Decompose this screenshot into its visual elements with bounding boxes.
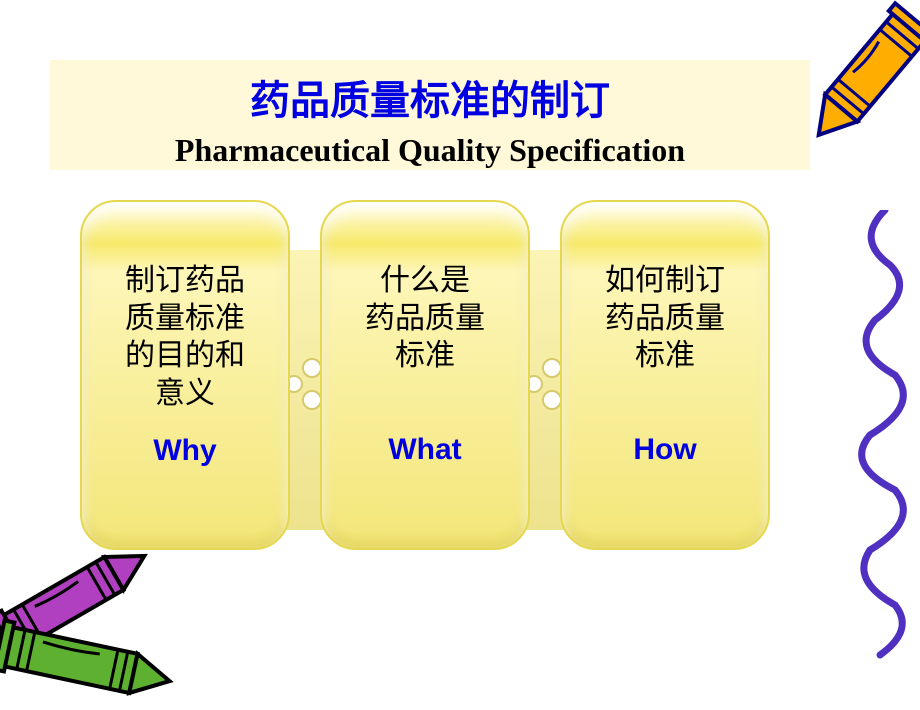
card-what: 什么是 药品质量 标准 What <box>320 200 530 550</box>
card-how-text: 如何制订 药品质量 标准 <box>562 262 768 375</box>
card-how-key: How <box>562 433 768 467</box>
card-why-text: 制订药品 质量标准 的目的和 意义 <box>82 262 288 412</box>
title-english: Pharmaceutical Quality Specification <box>50 132 810 169</box>
card-why: 制订药品 质量标准 的目的和 意义 Why <box>80 200 290 550</box>
card-what-key: What <box>322 433 528 467</box>
card-what-text: 什么是 药品质量 标准 <box>322 262 528 375</box>
crayon-bottom-left-icon <box>0 530 200 710</box>
title-band: 药品质量标准的制订 Pharmaceutical Quality Specifi… <box>50 60 810 170</box>
card-how: 如何制订 药品质量 标准 How <box>560 200 770 550</box>
scribble-right-icon <box>845 210 920 670</box>
card-why-key: Why <box>82 434 288 468</box>
title-chinese: 药品质量标准的制订 <box>50 68 810 126</box>
crayon-top-right-icon <box>790 0 920 170</box>
